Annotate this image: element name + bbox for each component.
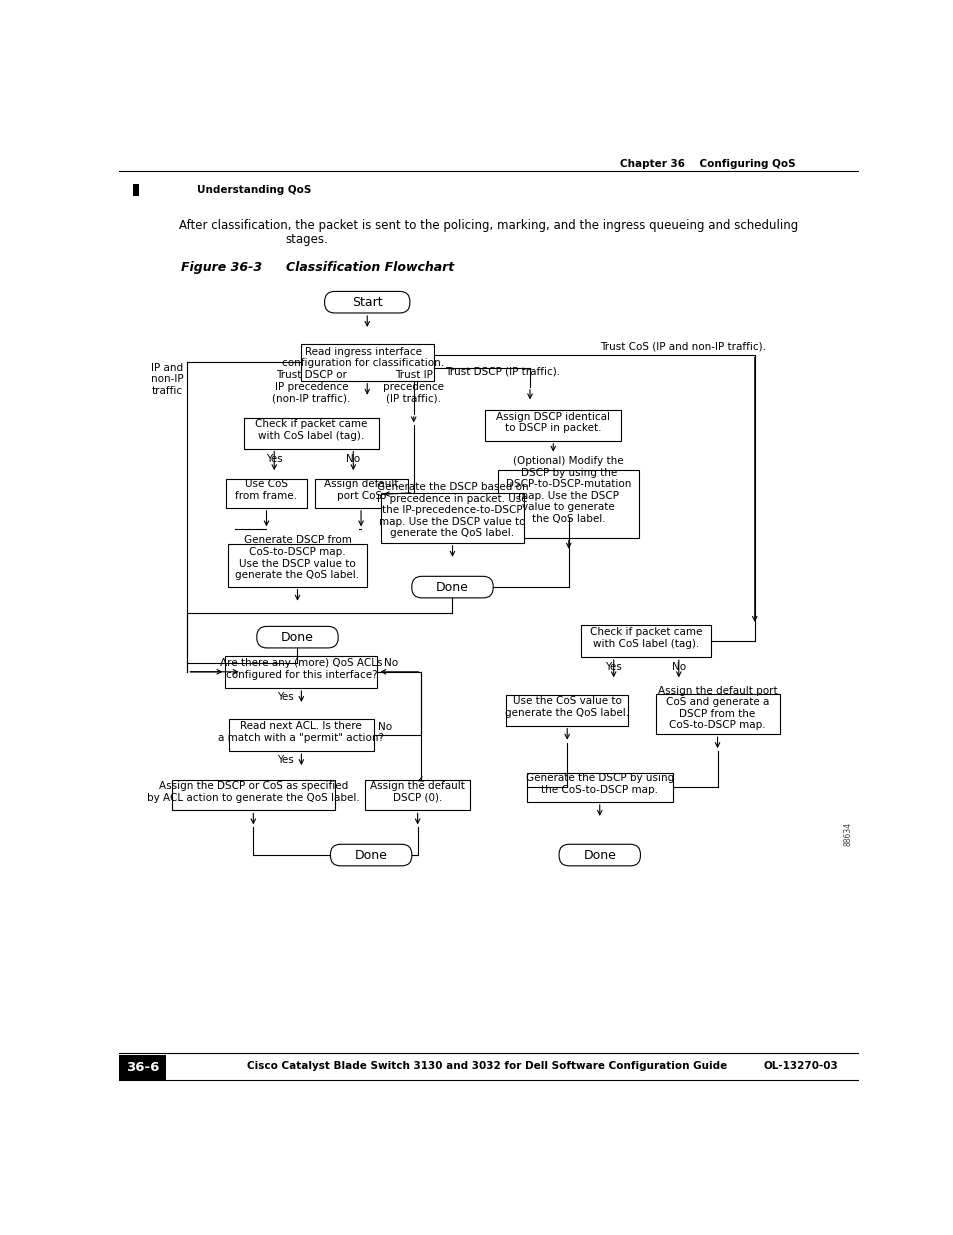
FancyBboxPatch shape: [314, 478, 407, 508]
Text: Generate DSCP from
CoS-to-DSCP map.
Use the DSCP value to
generate the QoS label: Generate DSCP from CoS-to-DSCP map. Use …: [235, 536, 359, 580]
FancyBboxPatch shape: [526, 773, 672, 802]
FancyBboxPatch shape: [580, 625, 711, 657]
Text: Cisco Catalyst Blade Switch 3130 and 3032 for Dell Software Configuration Guide: Cisco Catalyst Blade Switch 3130 and 303…: [247, 1061, 726, 1071]
FancyBboxPatch shape: [497, 471, 639, 537]
Text: No: No: [377, 722, 392, 732]
Text: Are there any (more) QoS ACLs
configured for this interface?: Are there any (more) QoS ACLs configured…: [220, 658, 382, 679]
Text: Trust CoS (IP and non-IP traffic).: Trust CoS (IP and non-IP traffic).: [599, 342, 765, 352]
Text: Assign the DSCP or CoS as specified
by ACL action to generate the QoS label.: Assign the DSCP or CoS as specified by A…: [147, 781, 359, 803]
FancyBboxPatch shape: [485, 410, 620, 441]
FancyBboxPatch shape: [324, 291, 410, 312]
Text: Figure 36-3: Figure 36-3: [181, 261, 262, 274]
Text: Start: Start: [352, 295, 382, 309]
Text: Trust IP
precedence
(IP traffic).: Trust IP precedence (IP traffic).: [383, 370, 444, 404]
Text: No: No: [346, 453, 360, 463]
FancyBboxPatch shape: [380, 493, 523, 543]
Text: No: No: [671, 662, 685, 672]
Text: Yes: Yes: [277, 756, 294, 766]
Text: Read ingress interface
configuration for classification.: Read ingress interface configuration for…: [282, 347, 444, 368]
FancyBboxPatch shape: [228, 545, 367, 587]
Text: Understanding QoS: Understanding QoS: [196, 185, 311, 195]
Text: 88634: 88634: [842, 821, 851, 846]
Bar: [119, 1055, 166, 1079]
FancyBboxPatch shape: [412, 577, 493, 598]
Text: After classification, the packet is sent to the policing, marking, and the ingre: After classification, the packet is sent…: [179, 219, 798, 232]
Text: Assign DSCP identical
to DSCP in packet.: Assign DSCP identical to DSCP in packet.: [496, 411, 610, 433]
Text: Done: Done: [281, 631, 314, 643]
FancyBboxPatch shape: [172, 779, 335, 810]
FancyBboxPatch shape: [226, 478, 307, 508]
FancyBboxPatch shape: [256, 626, 337, 648]
Text: Done: Done: [355, 848, 387, 862]
FancyBboxPatch shape: [330, 845, 412, 866]
FancyBboxPatch shape: [655, 694, 779, 734]
FancyBboxPatch shape: [365, 779, 470, 810]
Text: Chapter 36    Configuring QoS: Chapter 36 Configuring QoS: [619, 158, 795, 169]
Text: Generate the DSCP by using
the CoS-to-DSCP map.: Generate the DSCP by using the CoS-to-DS…: [525, 773, 673, 795]
Text: Done: Done: [436, 580, 469, 594]
FancyBboxPatch shape: [243, 417, 379, 448]
Text: Trust DSCP (IP traffic).: Trust DSCP (IP traffic).: [444, 367, 559, 377]
Text: (Optional) Modify the
DSCP by using the
DSCP-to-DSCP-mutation
map. Use the DSCP
: (Optional) Modify the DSCP by using the …: [505, 456, 631, 524]
Text: 36-6: 36-6: [126, 1061, 159, 1074]
Text: OL-13270-03: OL-13270-03: [763, 1061, 838, 1071]
Text: Assign the default
DSCP (0).: Assign the default DSCP (0).: [370, 781, 464, 803]
Text: Classification Flowchart: Classification Flowchart: [286, 261, 454, 274]
Text: Yes: Yes: [277, 692, 294, 703]
Text: Trust DSCP or
IP precedence
(non-IP traffic).: Trust DSCP or IP precedence (non-IP traf…: [272, 370, 351, 404]
Text: Check if packet came
with CoS label (tag).: Check if packet came with CoS label (tag…: [255, 419, 367, 441]
Text: No: No: [384, 657, 398, 668]
Text: Yes: Yes: [605, 662, 621, 672]
Text: Yes: Yes: [266, 453, 282, 463]
Text: Assign default
port CoS.: Assign default port CoS.: [323, 479, 398, 501]
FancyBboxPatch shape: [300, 343, 434, 380]
Text: Read next ACL. Is there
a match with a "permit" action?: Read next ACL. Is there a match with a "…: [218, 721, 384, 742]
FancyBboxPatch shape: [225, 656, 377, 688]
Text: Assign the default port
CoS and generate a
DSCP from the
CoS-to-DSCP map.: Assign the default port CoS and generate…: [657, 685, 777, 730]
FancyBboxPatch shape: [558, 845, 639, 866]
Text: Generate the DSCP based on
IP precedence in packet. Use
the IP-precedence-to-DSC: Generate the DSCP based on IP precedence…: [376, 482, 528, 538]
Text: Done: Done: [582, 848, 616, 862]
Text: Use the CoS value to
generate the QoS label.: Use the CoS value to generate the QoS la…: [504, 697, 629, 718]
FancyBboxPatch shape: [505, 695, 628, 726]
Text: Use CoS
from frame.: Use CoS from frame.: [235, 479, 297, 501]
Bar: [133, 184, 138, 196]
FancyBboxPatch shape: [229, 719, 374, 751]
Text: Check if packet came
with CoS label (tag).: Check if packet came with CoS label (tag…: [590, 627, 701, 648]
Text: IP and
non-IP
traffic: IP and non-IP traffic: [151, 363, 183, 395]
Text: stages.: stages.: [286, 232, 328, 246]
